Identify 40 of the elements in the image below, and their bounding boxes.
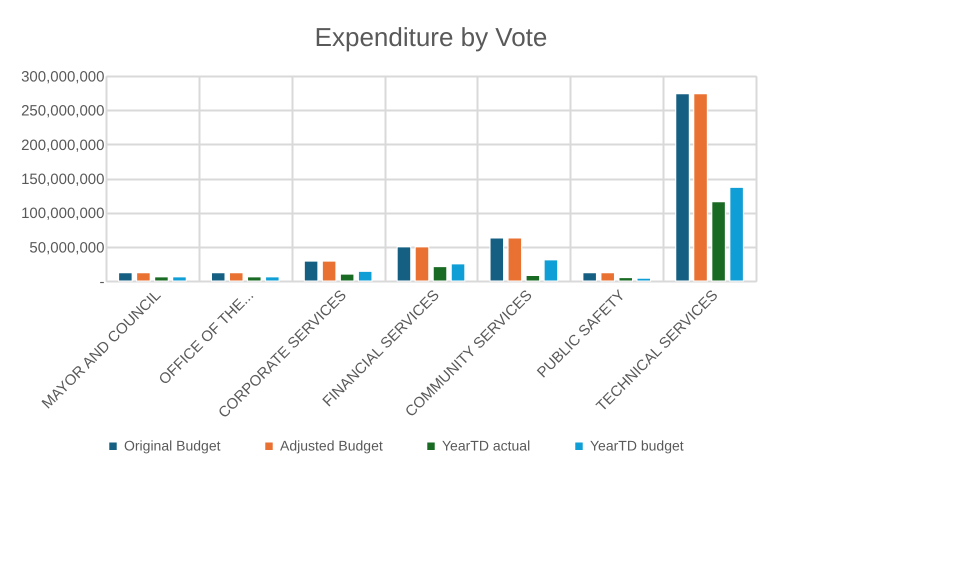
bar	[450, 263, 466, 282]
bar	[490, 237, 504, 282]
bar	[154, 276, 169, 282]
bar	[304, 260, 318, 282]
y-tick-label: 50,000,000	[29, 239, 104, 256]
bar	[711, 201, 726, 282]
y-tick-label: 200,000,000	[21, 136, 104, 154]
bar	[340, 274, 354, 282]
bar	[729, 186, 744, 282]
legend-label: Adjusted Budget	[280, 437, 383, 454]
bar	[414, 246, 430, 282]
y-tick-label: 100,000,000	[21, 205, 104, 222]
bar	[508, 237, 522, 282]
chart-title: Expenditure by Vote	[314, 22, 548, 52]
y-tick-label: 300,000,000	[21, 68, 104, 86]
y-tick-label: 250,000,000	[21, 102, 104, 120]
bar	[693, 93, 708, 282]
legend-label: Original Budget	[124, 437, 221, 454]
bar	[229, 272, 244, 282]
legend-label: YearTD actual	[442, 437, 530, 454]
bar	[675, 93, 690, 282]
bar	[247, 276, 262, 282]
bar	[358, 270, 372, 282]
bar	[172, 276, 187, 282]
bar	[265, 276, 280, 282]
bar	[636, 278, 652, 282]
bar	[210, 272, 226, 282]
y-tick-label: -	[100, 274, 104, 290]
bar	[118, 272, 133, 282]
bar	[544, 259, 558, 282]
bar	[618, 277, 633, 282]
bar	[600, 272, 615, 282]
bar	[432, 266, 448, 282]
bar	[322, 260, 336, 282]
legend-label: YearTD budget	[590, 437, 684, 454]
bar	[396, 246, 412, 282]
bar	[526, 275, 540, 282]
bar	[136, 272, 151, 282]
y-tick-label: 150,000,000	[21, 171, 104, 188]
bar	[582, 272, 597, 282]
